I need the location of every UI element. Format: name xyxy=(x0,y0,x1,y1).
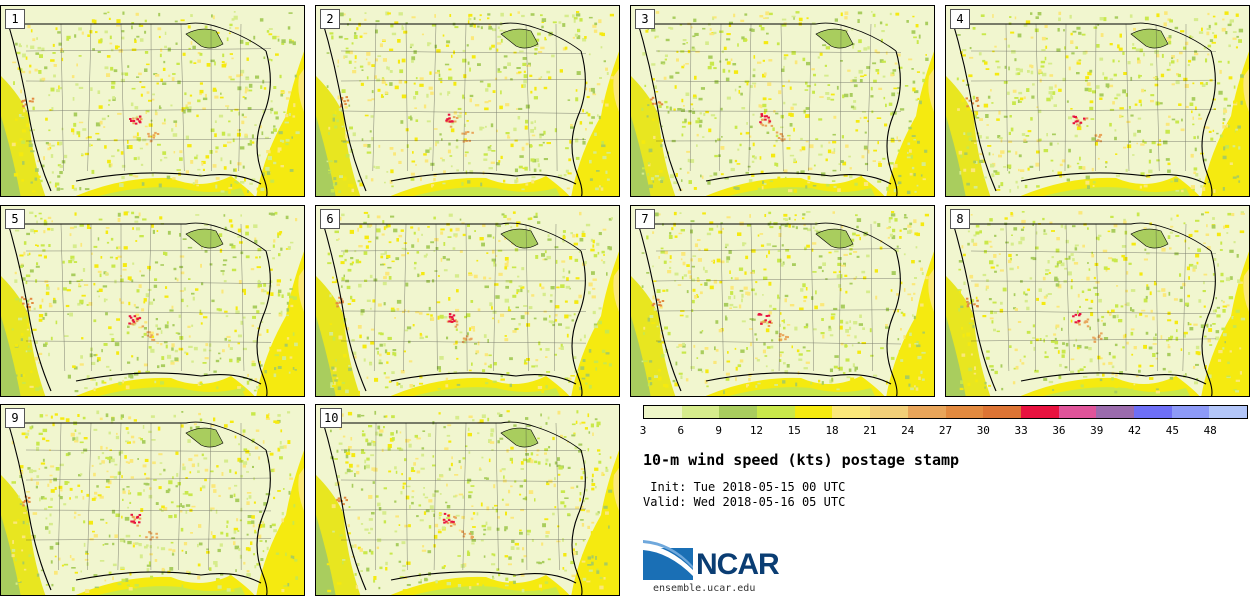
member-panel-1: 1 xyxy=(0,5,305,197)
valid-time: Valid: Wed 2018-05-16 05 UTC xyxy=(643,495,846,509)
colorbar-tick-label: 21 xyxy=(863,424,877,437)
wind-map xyxy=(1,206,304,396)
member-panel-6: 6 xyxy=(315,205,620,397)
colorbar-tick-label: 3 xyxy=(639,424,647,437)
colorbar-tick-label: 33 xyxy=(1014,424,1028,437)
member-panel-2: 2 xyxy=(315,5,620,197)
wind-map xyxy=(946,206,1249,396)
colorbar-tick-label: 42 xyxy=(1127,424,1142,437)
colorbar-tick-label: 6 xyxy=(677,424,685,437)
ncar-logo-icon xyxy=(643,540,693,580)
wind-map xyxy=(316,405,619,595)
colorbar-segment xyxy=(719,406,758,418)
wind-map xyxy=(316,206,619,396)
colorbar-tick-label: 27 xyxy=(938,424,953,437)
colorbar-tick-label: 30 xyxy=(976,424,990,437)
colorbar-tick-label: 12 xyxy=(749,424,764,437)
member-panel-9: 9 xyxy=(0,404,305,596)
ncar-logo-text: NCAR xyxy=(696,548,780,581)
wind-map xyxy=(1,405,304,595)
panel-label: 5 xyxy=(5,209,25,229)
panel-label: 2 xyxy=(320,9,340,29)
colorbar-segment xyxy=(1133,406,1172,418)
member-panel-10: 10 xyxy=(315,404,620,596)
colorbar-tick-label: 24 xyxy=(901,424,915,437)
wind-map xyxy=(1,6,304,196)
member-panel-3: 3 xyxy=(630,5,935,197)
colorbar-segment xyxy=(1058,406,1097,418)
site-url: ensemble.ucar.edu xyxy=(653,583,756,594)
colorbar-segment xyxy=(1171,406,1210,418)
member-panel-7: 7 xyxy=(630,205,935,397)
colorbar-segment xyxy=(794,406,833,418)
colorbar-segment xyxy=(1209,406,1247,418)
colorbar-segment xyxy=(870,406,908,418)
wind-map xyxy=(631,206,934,396)
panel-label: 9 xyxy=(5,408,25,428)
init-time: Init: Tue 2018-05-15 00 UTC xyxy=(643,480,846,494)
colorbar-segment xyxy=(681,406,720,418)
colorbar xyxy=(643,405,1248,419)
colorbar-segment xyxy=(907,406,946,418)
colorbar-tick-label: 18 xyxy=(825,424,839,437)
member-panel-4: 4 xyxy=(945,5,1250,197)
colorbar-segment xyxy=(644,406,682,418)
panel-label: 1 xyxy=(5,9,25,29)
colorbar-segment xyxy=(757,406,795,418)
wind-map xyxy=(316,6,619,196)
colorbar-segment xyxy=(832,406,871,418)
wind-map xyxy=(631,6,934,196)
colorbar-tick-label: 36 xyxy=(1052,424,1066,437)
wind-map xyxy=(946,6,1249,196)
colorbar-segment xyxy=(1096,406,1134,418)
panel-label: 8 xyxy=(950,209,970,229)
panel-label: 6 xyxy=(320,209,340,229)
panel-label: 4 xyxy=(950,9,970,29)
member-panel-8: 8 xyxy=(945,205,1250,397)
panel-label: 10 xyxy=(320,408,343,428)
plot-title: 10-m wind speed (kts) postage stamp xyxy=(643,451,960,469)
colorbar-tick-label: 9 xyxy=(715,424,722,437)
panel-label: 7 xyxy=(635,209,655,229)
colorbar-tick-label: 48 xyxy=(1203,424,1217,437)
colorbar-segment xyxy=(1020,406,1059,418)
colorbar-tick-label: 45 xyxy=(1165,424,1179,437)
colorbar-segment xyxy=(983,406,1021,418)
colorbar-segment xyxy=(945,406,984,418)
colorbar-labels: 3 6 9 12 15 18 21 24 27 30 33 36 39 42 45 48 xyxy=(639,424,1248,438)
colorbar-tick-label: 15 xyxy=(787,424,801,437)
colorbar-tick-label: 39 xyxy=(1090,424,1104,437)
member-panel-5: 5 xyxy=(0,205,305,397)
panel-label: 3 xyxy=(635,9,655,29)
